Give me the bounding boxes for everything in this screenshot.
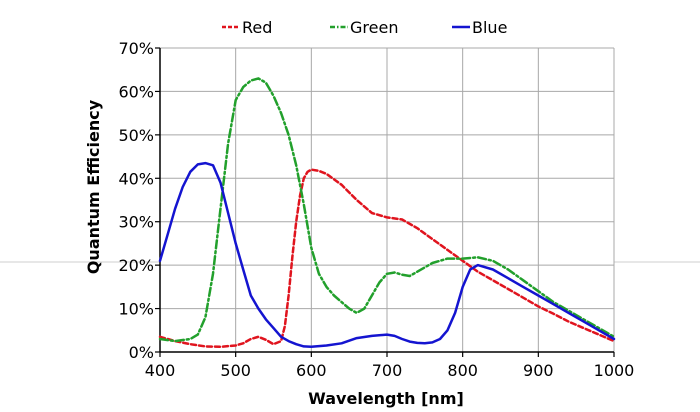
x-tick-label: 700 <box>372 361 403 380</box>
axes <box>155 47 615 357</box>
data-series <box>158 77 616 349</box>
y-tick-label: 60% <box>118 82 154 101</box>
y-tick-label: 0% <box>129 343 154 362</box>
series-red-line <box>158 168 616 349</box>
series-green-line <box>158 77 616 343</box>
series-blue-line <box>158 161 616 349</box>
x-tick-label: 400 <box>145 361 176 380</box>
grid <box>0 47 700 353</box>
x-tick-label: 800 <box>447 361 478 380</box>
tick-labels: 400 500 600 700 800 900 1000 0% 10% 20% 30% 40% 50% 6… <box>118 39 634 380</box>
y-tick-label: 20% <box>118 256 154 275</box>
legend-label-red: Red <box>242 18 272 37</box>
y-axis-title: Quantum Efficiency <box>84 99 103 274</box>
x-tick-label: 900 <box>523 361 554 380</box>
y-tick-label: 70% <box>118 39 154 58</box>
y-tick-label: 10% <box>118 300 154 319</box>
x-tick-label: 500 <box>220 361 251 380</box>
legend: Red Green Blue <box>222 18 507 37</box>
y-tick-label: 30% <box>118 213 154 232</box>
y-tick-label: 40% <box>118 169 154 188</box>
x-axis-title: Wavelength [nm] <box>308 389 464 408</box>
legend-label-blue: Blue <box>472 18 507 37</box>
legend-label-green: Green <box>350 18 398 37</box>
x-tick-label: 600 <box>296 361 327 380</box>
y-tick-label: 50% <box>118 126 154 145</box>
x-tick-label: 1000 <box>594 361 635 380</box>
